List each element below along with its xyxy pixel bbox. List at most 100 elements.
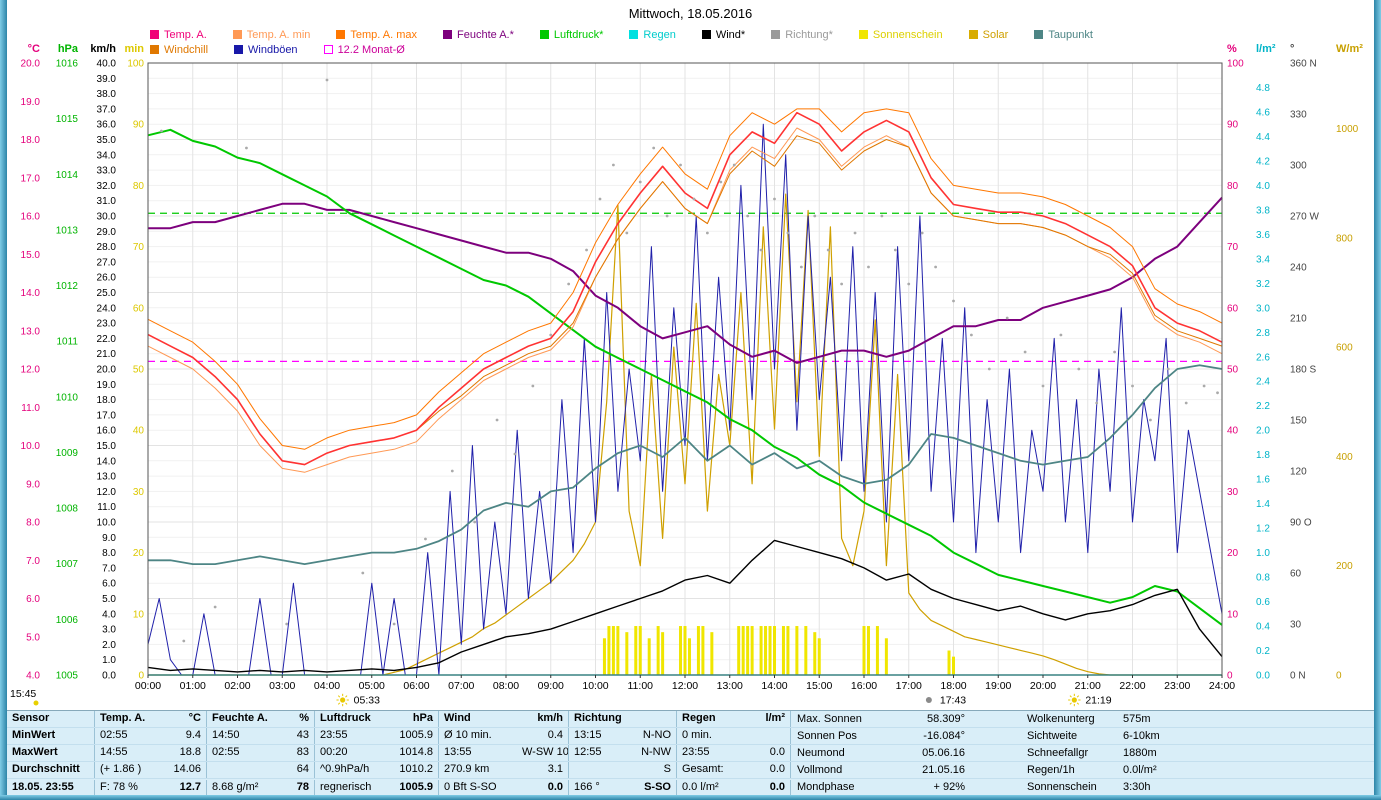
axis-tick-wm2: 200 (1336, 561, 1353, 572)
table-cell (745, 728, 791, 744)
axis-tick-lm2: 1.2 (1256, 524, 1270, 535)
sunshine-bar (687, 638, 691, 675)
legend-item: Windchill (150, 44, 208, 56)
direction-dot (652, 146, 656, 150)
sunset-icon-ray (1069, 695, 1072, 698)
table-cell: N-NO (629, 728, 677, 744)
legend-label: Taupunkt (1048, 28, 1093, 41)
axis-tick-kmh: 29.0 (97, 227, 117, 238)
axis-tick-kmh: 6.0 (102, 579, 116, 590)
info-key: Wolkenunterg (1027, 713, 1095, 725)
legend-item: 12.2 Monat-Ø (323, 44, 405, 56)
axis-tick-kmh: 20.0 (97, 365, 117, 376)
table-header-cell: hPa (391, 711, 439, 727)
direction-dot (813, 214, 817, 218)
legend-label: Regen (643, 28, 676, 41)
series-temp (147, 111, 1223, 466)
row-label: MaxWert (7, 745, 95, 761)
sunshine-bar (952, 656, 955, 675)
axis-tick-kmh: 28.0 (97, 242, 117, 253)
axis-tick-deg: 120 (1290, 467, 1307, 478)
info-key: Schneefallgr (1027, 747, 1089, 759)
table-cell: 1005.9 (391, 728, 439, 744)
sunshine-bar (884, 638, 888, 675)
table-cell: 1005.9 (391, 779, 439, 796)
sunshine-bar (773, 626, 776, 675)
info-key: Regen/1h (1027, 764, 1075, 776)
sunshine-bar (746, 626, 750, 675)
astro-info-block: Max. Sonnen 58.309° Wolkenunterg 575m Sonnen… (797, 711, 1213, 796)
axis-tick-pct: 0 (1227, 671, 1233, 682)
axis-tick-kmh: 34.0 (97, 150, 117, 161)
axis-tick-kmh: 8.0 (102, 548, 116, 559)
legend-label: Richtung* (785, 28, 833, 41)
x-tick-label: 00:00 (135, 680, 161, 692)
axis-tick-kmh: 38.0 (97, 89, 117, 100)
axis-tick-hpa: 1016 (56, 59, 79, 70)
table-cell: 8.68 g/m² (212, 780, 259, 793)
table-cell: 13:15 (574, 729, 602, 741)
axis-tick-lm2: 0.8 (1256, 573, 1270, 584)
direction-dot (361, 571, 365, 575)
table-header-cell: Temp. A. (100, 712, 146, 724)
axis-tick-lm2: 1.4 (1256, 499, 1270, 510)
axis-tick-kmh: 16.0 (97, 426, 117, 437)
axis-header-hpa: hPa (58, 43, 79, 55)
page-title: Mittwoch, 18.05.2016 (628, 6, 753, 21)
sunshine-bar (661, 632, 665, 675)
axis-tick-pct: 100 (1227, 59, 1244, 70)
x-tick-label: 06:00 (403, 680, 429, 692)
x-tick-label: 17:00 (896, 680, 922, 692)
axis-tick-c: 9.0 (26, 479, 40, 490)
table-header-cell: Feuchte A. (212, 712, 268, 724)
axis-tick-hpa: 1011 (56, 337, 78, 348)
sunshine-bar (683, 626, 687, 675)
table-header-cell: % (273, 711, 315, 727)
table-cell: 78 (273, 779, 315, 796)
axis-tick-pct: 10 (1227, 609, 1239, 620)
table-cell: 0.0 (745, 762, 791, 778)
series-temp-max (147, 108, 1223, 450)
axis-tick-kmh: 33.0 (97, 166, 117, 177)
legend-swatch-icon (629, 30, 639, 39)
direction-dot (732, 163, 736, 167)
axis-tick-lm2: 3.8 (1256, 205, 1270, 216)
table-cell: 83 (273, 745, 315, 761)
legend-label: Luftdruck* (553, 28, 604, 41)
table-cell: 23:55 (320, 729, 348, 741)
legend-label: Sonnenschein (872, 28, 943, 41)
sun-time-label: 21:19 (1085, 695, 1111, 707)
info-value: 3:30h (1123, 781, 1151, 793)
axis-tick-kmh: 1.0 (102, 655, 116, 666)
sunshine-bar (647, 638, 651, 675)
axis-tick-pct: 90 (1227, 120, 1239, 131)
axis-tick-lm2: 0.6 (1256, 597, 1270, 608)
axis-tick-min: 40 (133, 426, 145, 437)
info-value: 21.05.16 (922, 764, 965, 776)
axis-header-min: min (124, 43, 144, 55)
legend-item: Luftdruck* (539, 28, 604, 41)
direction-dot (893, 248, 897, 252)
axis-header-deg: ° (1290, 43, 1294, 55)
direction-dot (826, 248, 830, 252)
axis-tick-min: 90 (133, 120, 145, 131)
table-cell: 14:55 (100, 746, 128, 758)
axis-tick-kmh: 19.0 (97, 380, 117, 391)
axis-tick-c: 18.0 (21, 135, 41, 146)
sunshine-bar (768, 626, 772, 675)
axis-tick-hpa: 1005 (56, 671, 79, 682)
table-cell: 0 min. (682, 729, 712, 741)
axis-tick-hpa: 1006 (56, 615, 79, 626)
sunshine-bar (947, 650, 951, 675)
axis-tick-kmh: 30.0 (97, 212, 117, 223)
direction-dot (880, 214, 884, 218)
sunshine-bar (795, 626, 799, 675)
axis-tick-lm2: 2.4 (1256, 377, 1270, 388)
direction-dot (746, 214, 750, 218)
table-cell: S-SO (629, 779, 677, 796)
sunshine-bar (607, 626, 611, 675)
axis-tick-kmh: 35.0 (97, 135, 117, 146)
direction-dot (952, 299, 955, 303)
axis-tick-lm2: 2.2 (1256, 401, 1270, 412)
axis-tick-kmh: 37.0 (97, 104, 117, 115)
